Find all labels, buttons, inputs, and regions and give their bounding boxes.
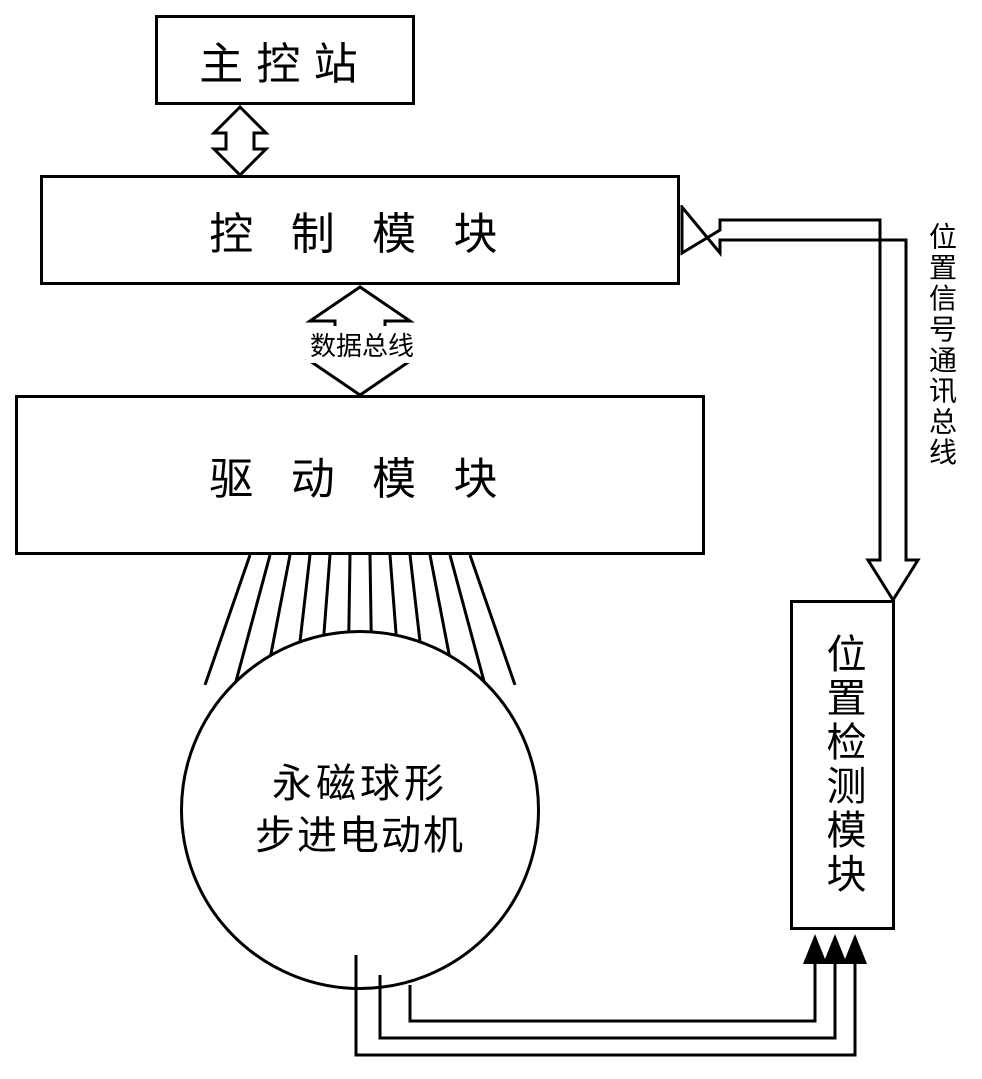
position-module-box: 位置检测模块 <box>790 600 895 930</box>
motor-label-line2: 步进电动机 <box>255 810 465 862</box>
motor-label-line1: 永磁球形 <box>272 758 448 810</box>
bidirectional-arrow-icon <box>200 105 280 177</box>
motor-position-arrows <box>350 925 910 1065</box>
position-bus-label: 位置信号通讯总线 <box>920 222 960 473</box>
control-module-box: 控 制 模 块 <box>40 175 680 285</box>
arrow-master-control <box>200 105 280 182</box>
data-bus-label: 数据总线 <box>306 326 418 363</box>
control-module-label: 控 制 模 块 <box>209 198 510 262</box>
master-station-box: 主控站 <box>155 15 415 105</box>
position-module-label: 位置检测模块 <box>814 633 872 897</box>
drive-module-box: 驱 动 模 块 <box>15 395 705 555</box>
master-station-label: 主控站 <box>199 28 371 92</box>
drive-module-label: 驱 动 模 块 <box>209 443 510 507</box>
triple-arrow-icon <box>350 925 910 1060</box>
